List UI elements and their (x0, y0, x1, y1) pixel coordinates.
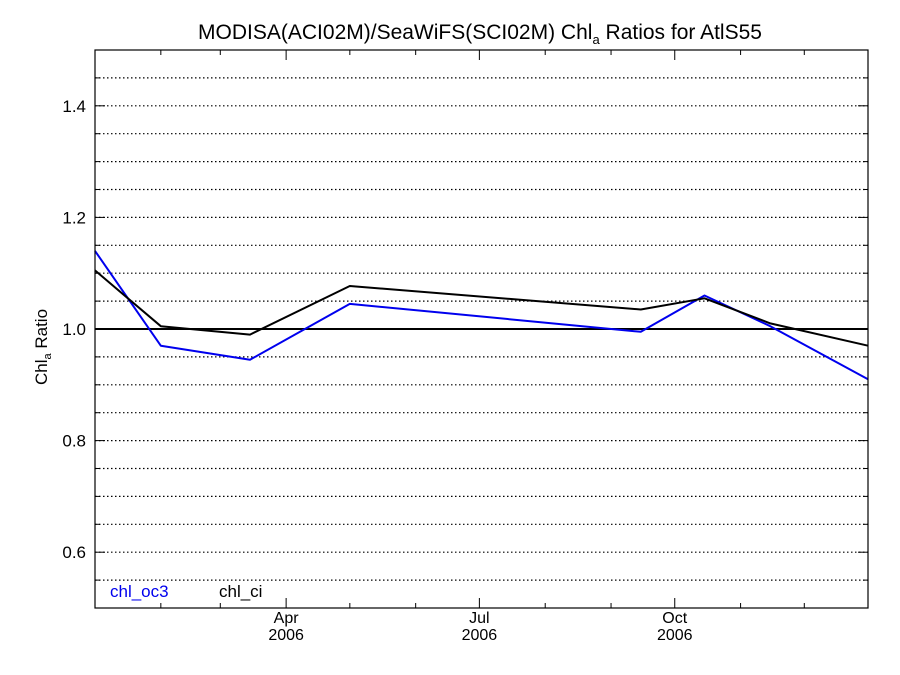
chart-title-suffix: Ratios for AtlS55 (600, 21, 762, 44)
x-tick-label-year: 2006 (657, 627, 693, 644)
x-tick-label-year: 2006 (462, 627, 498, 644)
y-axis: 0.6 0.8 1.0 1.2 1.4 (62, 77, 868, 581)
y-axis-label-main: Chl (32, 360, 51, 386)
y-tick-label: 1.2 (62, 208, 86, 227)
legend-label-chl-oc3: chl_oc3 (110, 582, 169, 601)
series-line-chl-ci (94, 269, 869, 347)
x-tick-label-month: Oct (662, 610, 687, 627)
series-group (94, 250, 869, 381)
y-tick-label: 1.0 (62, 320, 86, 339)
y-axis-label-subscript: a (42, 353, 54, 360)
grid-lines (95, 77, 868, 581)
chart-title-prefix: MODISA(ACI02M)/SeaWiFS(SCI02M) Chl (198, 21, 592, 44)
x-tick-label-month: Apr (274, 610, 300, 627)
y-tick-label: 0.8 (62, 432, 86, 451)
chart-title-subscript: a (592, 32, 600, 47)
x-tick-label-month: Jul (469, 610, 489, 627)
y-axis-label-suffix: Ratio (32, 309, 51, 353)
legend-label-chl-ci: chl_ci (219, 582, 262, 601)
chart-title: MODISA(ACI02M)/SeaWiFS(SCI02M) Chla Rati… (198, 21, 762, 47)
x-tick-label-year: 2006 (268, 627, 304, 644)
y-tick-label: 0.6 (62, 543, 86, 562)
y-axis-label: Chla Ratio (32, 309, 54, 385)
y-tick-label: 1.4 (62, 97, 86, 116)
series-line-chl-oc3 (94, 250, 869, 381)
